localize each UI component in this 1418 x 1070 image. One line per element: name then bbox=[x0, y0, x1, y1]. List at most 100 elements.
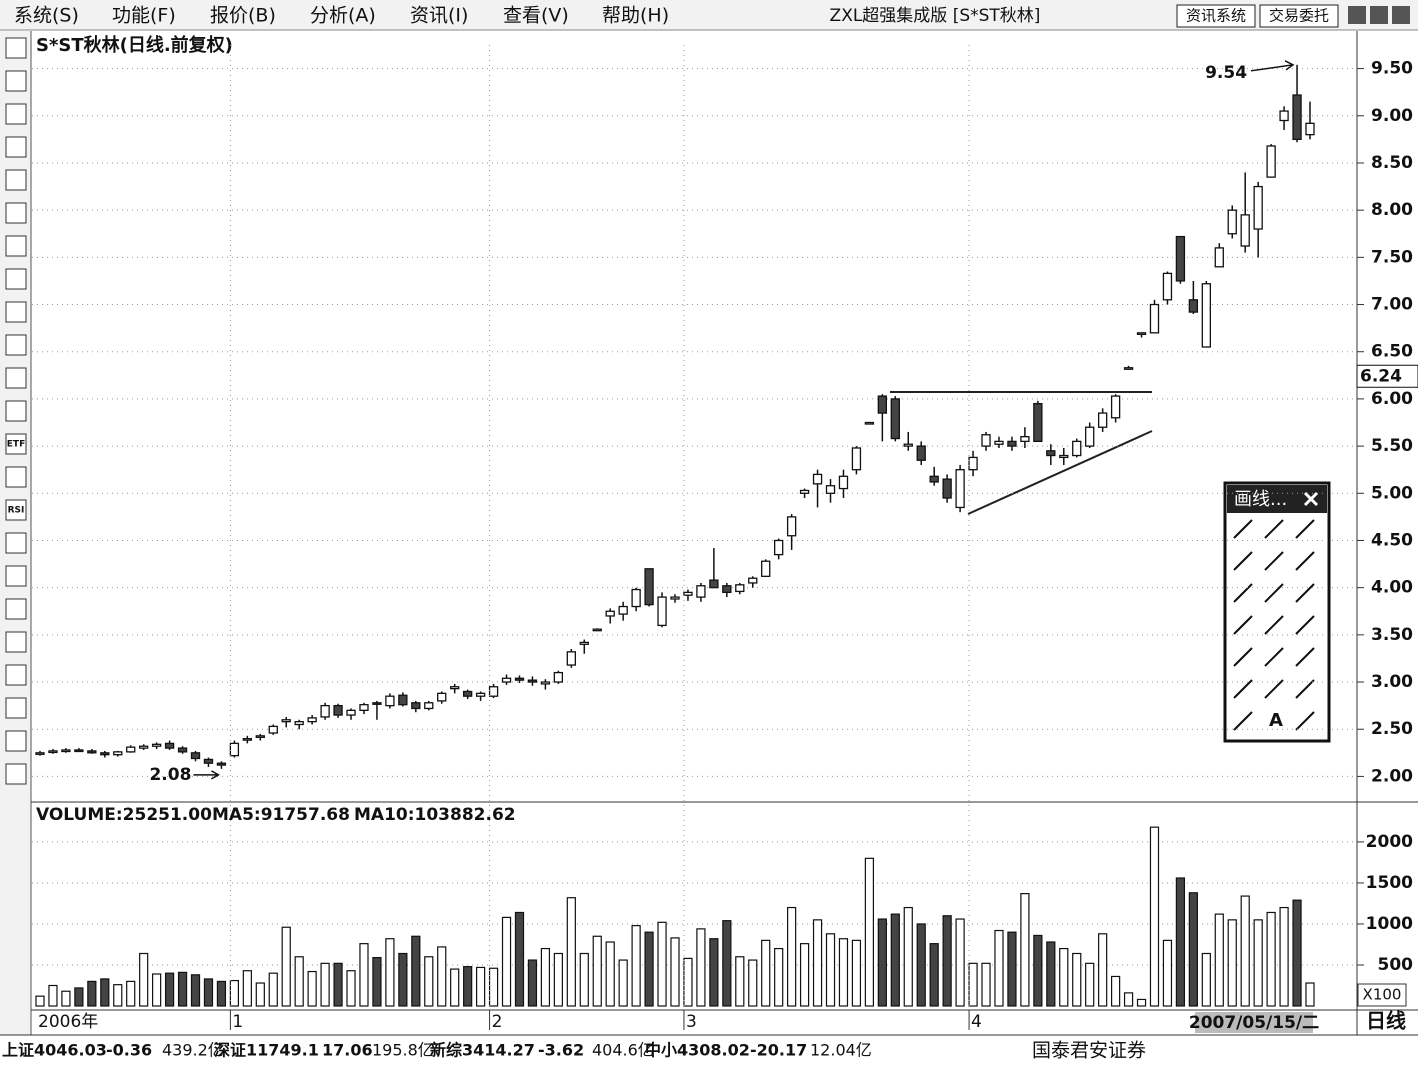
volume-bar bbox=[190, 974, 201, 1007]
y-tick-label: 8.00 bbox=[1371, 200, 1413, 220]
status-item: 上证4046.03 bbox=[2, 1041, 107, 1060]
volume-bar bbox=[398, 952, 408, 1007]
volume-bar bbox=[553, 952, 563, 1007]
toolbar-icon[interactable] bbox=[5, 268, 27, 290]
candle-body bbox=[696, 585, 706, 598]
candle-body bbox=[320, 704, 330, 718]
text-tool[interactable]: A bbox=[1269, 710, 1283, 731]
palette-tool[interactable] bbox=[1295, 519, 1315, 539]
toolbar-icon[interactable] bbox=[5, 70, 27, 92]
candle-body bbox=[1097, 412, 1108, 428]
palette-tool[interactable] bbox=[1295, 551, 1315, 571]
volume-bar bbox=[981, 962, 991, 1007]
toolbar-icon[interactable] bbox=[5, 763, 27, 785]
button-label[interactable]: 交易委托 bbox=[1269, 7, 1329, 25]
palette-tool[interactable] bbox=[1233, 583, 1253, 603]
toolbar-icon[interactable] bbox=[5, 37, 27, 59]
cursor-date-box bbox=[1195, 1012, 1313, 1033]
candle-body bbox=[955, 469, 965, 509]
volume-bar bbox=[1123, 992, 1134, 1007]
period-label[interactable]: 日线 bbox=[1366, 1009, 1406, 1033]
volume-bar bbox=[100, 978, 110, 1007]
palette-tool[interactable] bbox=[1295, 711, 1315, 731]
volume-bar bbox=[294, 956, 304, 1007]
toolbar-icon[interactable] bbox=[5, 367, 27, 389]
palette-tool[interactable] bbox=[1264, 647, 1284, 667]
palette-tool[interactable] bbox=[1233, 711, 1253, 731]
status-icons bbox=[868, 1040, 1028, 1062]
palette-tool[interactable] bbox=[1295, 647, 1315, 667]
restore[interactable] bbox=[1370, 6, 1388, 24]
volume-bar bbox=[488, 967, 499, 1007]
volume-bar bbox=[1253, 919, 1263, 1007]
palette-tool[interactable] bbox=[1264, 519, 1284, 539]
volume-bar bbox=[242, 970, 252, 1007]
volume-bar bbox=[696, 928, 706, 1007]
toolbar-icon[interactable] bbox=[5, 301, 27, 323]
toolbar-icon[interactable] bbox=[5, 466, 27, 488]
candle-body bbox=[1072, 440, 1082, 457]
candle-body bbox=[151, 743, 162, 747]
toolbar-icon[interactable] bbox=[5, 169, 27, 191]
menu-item[interactable]: 系统(S) bbox=[14, 5, 79, 27]
toolbar-icon[interactable] bbox=[5, 235, 27, 257]
toolbar-icon[interactable] bbox=[5, 400, 27, 422]
status-item: 17.06 bbox=[322, 1041, 373, 1060]
palette-close[interactable] bbox=[1303, 491, 1319, 507]
y-tick-label: 7.50 bbox=[1371, 247, 1413, 267]
menu-item[interactable]: 资讯(I) bbox=[410, 5, 468, 27]
button-label[interactable]: 资讯系统 bbox=[1186, 7, 1246, 25]
candle-body bbox=[74, 749, 84, 753]
volume-bar bbox=[87, 980, 97, 1007]
minimize[interactable] bbox=[1348, 6, 1366, 24]
toolbar-icon[interactable] bbox=[5, 202, 27, 224]
candle-body bbox=[501, 677, 512, 683]
palette-tool[interactable] bbox=[1233, 679, 1253, 699]
palette-tool[interactable] bbox=[1264, 679, 1284, 699]
toolbar-icon[interactable] bbox=[5, 631, 27, 653]
palette-tool[interactable] bbox=[1233, 647, 1253, 667]
y-tick-label: 1000 bbox=[1366, 914, 1413, 934]
toolbar-icon[interactable] bbox=[5, 664, 27, 686]
volume-bar bbox=[657, 921, 667, 1007]
volume-bar bbox=[787, 906, 797, 1007]
palette-tool[interactable] bbox=[1295, 615, 1315, 635]
menu-item[interactable]: 报价(B) bbox=[210, 5, 276, 27]
toolbar-icon[interactable] bbox=[5, 499, 27, 521]
y-tick-label: 3.00 bbox=[1371, 672, 1413, 692]
toolbar-icon[interactable] bbox=[5, 697, 27, 719]
toolbar-icon[interactable] bbox=[5, 730, 27, 752]
close[interactable] bbox=[1392, 6, 1410, 24]
menu-item[interactable]: 分析(A) bbox=[310, 5, 376, 27]
button[interactable] bbox=[1259, 4, 1339, 28]
palette-tool[interactable] bbox=[1264, 583, 1284, 603]
volume-bar bbox=[890, 913, 900, 1007]
toolbar-icon[interactable] bbox=[5, 433, 27, 455]
candle-body bbox=[1162, 272, 1173, 301]
volume-bar bbox=[1162, 939, 1173, 1007]
palette-tool[interactable] bbox=[1264, 551, 1284, 571]
volume-bar bbox=[1266, 911, 1276, 1007]
toolbar-icon[interactable] bbox=[5, 136, 27, 158]
palette-tool[interactable] bbox=[1264, 615, 1284, 635]
toolbar-icon[interactable] bbox=[5, 598, 27, 620]
menu-item[interactable]: 帮助(H) bbox=[602, 5, 669, 27]
menu-item[interactable]: 查看(V) bbox=[503, 5, 569, 27]
volume-bar bbox=[799, 943, 810, 1007]
annotation-arrow bbox=[1250, 60, 1295, 72]
menu-item[interactable]: 功能(F) bbox=[112, 5, 176, 27]
candle-body bbox=[1227, 209, 1237, 235]
volume-bar bbox=[1240, 895, 1250, 1007]
palette-tool[interactable] bbox=[1295, 583, 1315, 603]
toolbar-icon[interactable] bbox=[5, 532, 27, 554]
palette-tool[interactable] bbox=[1233, 519, 1253, 539]
toolbar-icon[interactable] bbox=[5, 334, 27, 356]
palette-tool[interactable] bbox=[1233, 615, 1253, 635]
volume-bar bbox=[540, 947, 551, 1007]
palette-tool[interactable] bbox=[1295, 679, 1315, 699]
toolbar-icon[interactable] bbox=[5, 565, 27, 587]
annotation-arrow bbox=[193, 770, 220, 780]
button[interactable] bbox=[1176, 4, 1256, 28]
toolbar-icon[interactable] bbox=[5, 103, 27, 125]
palette-tool[interactable] bbox=[1233, 551, 1253, 571]
